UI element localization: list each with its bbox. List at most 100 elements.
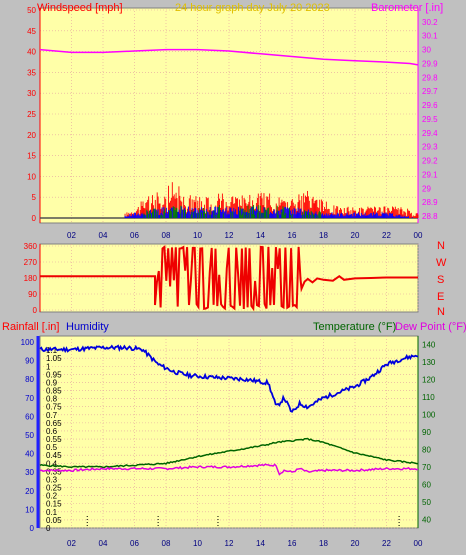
direction-tick-label: 90	[28, 290, 37, 299]
top-x-tick-label: 18	[319, 231, 328, 240]
temperature-tick-label: 140	[422, 341, 436, 350]
windspeed-tick-label: 0	[32, 214, 37, 223]
barometer-tick-label: 30.2	[422, 18, 438, 27]
bottom-x-tick-label: 12	[225, 539, 234, 548]
humidity-tick-label: 40	[25, 450, 34, 459]
humidity-tick-label: 80	[25, 375, 34, 384]
graph-title: 24 hour graph day July 20 2023	[175, 2, 330, 14]
humidity-tick-label: 90	[25, 357, 34, 366]
dewpoint-line	[39, 463, 419, 476]
bottom-x-tick-label: 04	[99, 539, 108, 548]
rainfall-tick-label: 0.75	[46, 403, 62, 412]
rainfall-title: Rainfall [.in]	[2, 321, 59, 333]
windspeed-tick-label: 50	[27, 6, 36, 15]
humidity-tick-label: 60	[25, 412, 34, 421]
humidity-tick-label: 100	[21, 338, 35, 347]
rainfall-tick-label: 0.5	[46, 443, 58, 452]
windspeed-tick-label: 25	[27, 110, 36, 119]
temperature-tick-label: 130	[422, 358, 436, 367]
rainfall-tick-label: 0.15	[46, 500, 62, 509]
rainfall-tick-label: 0.65	[46, 419, 62, 428]
rainfall-tick-label: 0.4	[46, 459, 58, 468]
temperature-tick-label: 70	[422, 463, 431, 472]
top-x-tick-label: 00	[414, 231, 423, 240]
rainfall-tick-label: 0	[46, 524, 51, 533]
barometer-line	[39, 48, 419, 66]
temperature-tick-label: 80	[422, 445, 431, 454]
barometer-tick-label: 29.5	[422, 115, 438, 124]
windspeed-tick-label: 15	[27, 152, 36, 161]
temperature-tick-label: 100	[422, 411, 436, 420]
top-x-tick-label: 06	[130, 231, 139, 240]
bottom-x-tick-label: 08	[162, 539, 171, 548]
humidity-tick-label: 70	[25, 394, 34, 403]
top-x-tick-label: 08	[162, 231, 171, 240]
dir-label-n-top: N	[437, 240, 445, 252]
bottom-x-tick-label: 20	[351, 539, 360, 548]
direction-tick-label: 0	[33, 306, 38, 315]
top-x-tick-label: 02	[67, 231, 76, 240]
rainfall-tick-label: 0.8	[46, 395, 58, 404]
top-x-tick-label: 14	[256, 231, 265, 240]
bottom-x-tick-label: 22	[382, 539, 391, 548]
rainfall-ticks: 00.050.10.150.20.250.30.350.40.450.50.55…	[46, 346, 62, 533]
humidity-tick-label: 0	[30, 524, 35, 533]
dir-label-n-bottom: N	[437, 306, 445, 318]
rainfall-tick-label: 0.25	[46, 484, 62, 493]
bottom-x-ticks: 02 04 06 08 10 12 14 16 18 20 22 00	[67, 539, 423, 548]
humidity-tick-label: 10	[25, 505, 34, 514]
barometer-tick-label: 29.3	[422, 143, 438, 152]
barometer-tick-label: 29.7	[422, 87, 438, 96]
rainfall-tick-label: 0.3	[46, 475, 58, 484]
rainfall-tick-label: 0.05	[46, 516, 62, 525]
barometer-tick-label: 29.9	[422, 59, 438, 68]
direction-tick-label: 180	[24, 274, 38, 283]
top-x-tick-label: 12	[225, 231, 234, 240]
direction-tick-label: 270	[24, 258, 38, 267]
windspeed-tick-label: 45	[27, 27, 36, 36]
barometer-tick-label: 30	[422, 46, 431, 55]
top-x-tick-label: 22	[382, 231, 391, 240]
windspeed-tick-label: 10	[27, 172, 36, 181]
dir-label-s: S	[437, 274, 444, 286]
barometer-ticks: 28.8 28.9 29 29.1 29.2 29.3 29.4 29.5 29.6 29.7 29…	[422, 18, 438, 221]
humidity-line	[39, 344, 419, 413]
bottom-x-tick-label: 06	[130, 539, 139, 548]
temperature-tick-label: 110	[422, 393, 435, 402]
bottom-grid	[40, 336, 419, 529]
dir-label-e: E	[437, 291, 444, 303]
top-x-tick-label: 20	[351, 231, 360, 240]
barometer-tick-label: 29.4	[422, 129, 438, 138]
rainfall-tick-label: 0.45	[46, 451, 62, 460]
barometer-tick-label: 30.1	[422, 32, 438, 41]
rainfall-tick-label: 0.7	[46, 411, 58, 420]
windspeed-tick-label: 30	[27, 89, 36, 98]
rainfall-tick-label: 0.95	[46, 370, 62, 379]
temperature-ticks: 40 50 60 70 80 90 100 110 120 130 140	[422, 341, 436, 525]
bottom-x-tick-label: 02	[67, 539, 76, 548]
rainfall-tick-label: 0.35	[46, 467, 62, 476]
wind-green-series	[143, 204, 322, 218]
temperature-title: Temperature (°F)	[313, 321, 396, 333]
direction-tick-label: 360	[24, 242, 38, 251]
top-x-tick-label: 04	[99, 231, 108, 240]
humidity-tick-label: 30	[25, 468, 34, 477]
barometer-title: Barometer [.in]	[371, 2, 443, 14]
barometer-tick-label: 29.2	[422, 157, 438, 166]
rainfall-tick-label: 0.9	[46, 378, 58, 387]
humidity-ticks: 0 10 20 30 40 50 60 70 80 90 100	[21, 338, 35, 533]
humidity-tick-label: 20	[25, 487, 34, 496]
top-x-ticks: 02 04 06 08 10 12 14 16 18 20 22 00	[67, 231, 423, 240]
windspeed-tick-label: 20	[27, 131, 36, 140]
bottom-x-tick-label: 18	[319, 539, 328, 548]
windspeed-tick-label: 40	[27, 48, 36, 57]
temperature-tick-label: 120	[422, 376, 436, 385]
rainfall-tick-label: 0.1	[46, 508, 58, 517]
barometer-tick-label: 29.6	[422, 101, 438, 110]
bottom-x-tick-label: 00	[414, 539, 423, 548]
top-x-tick-label: 16	[288, 231, 297, 240]
humidity-tick-label: 50	[25, 431, 34, 440]
windspeed-title: Windspeed [mph]	[37, 2, 123, 14]
